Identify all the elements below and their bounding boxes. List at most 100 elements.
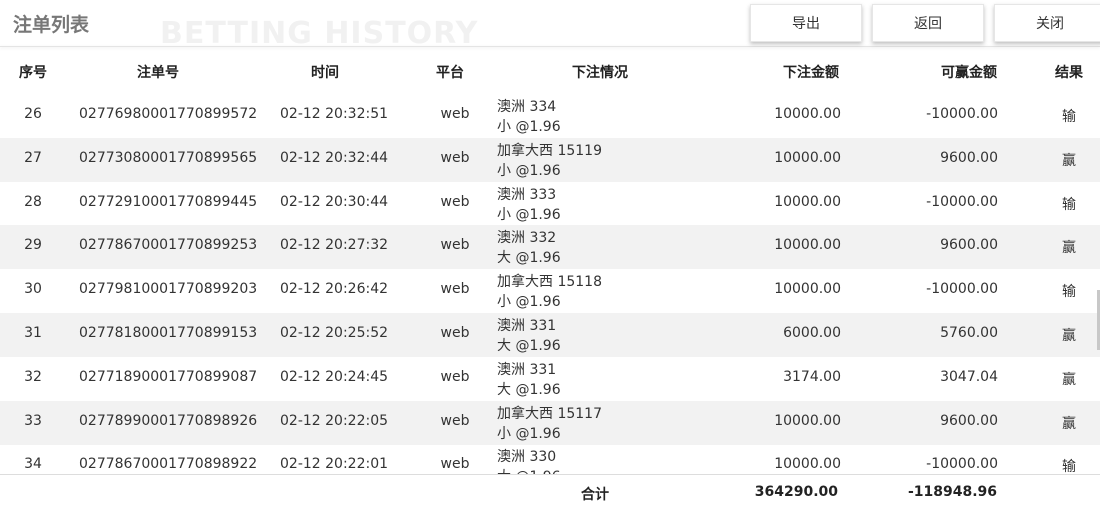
table-cell: 02778670001770898922 [79,456,258,473]
table-cell: 9600.00 [940,412,998,429]
table-cell: 10000.00 [774,456,841,473]
table-cell: 02-12 20:26:42 [280,281,389,298]
page-title: 注单列表 [13,14,90,36]
table-cell: 02-12 20:22:01 [280,456,389,473]
table-cell: 5760.00 [940,325,998,341]
table-cell: 赢 [1062,152,1076,169]
table-cell: 02779810001770899203 [79,281,258,298]
table-cell: 26 [24,106,42,122]
table-cell: 输 [1062,459,1076,474]
table-row: 30 02779810001770899203 02-12 20:26:42 web 加… [0,269,1100,313]
table-cell: web [440,456,470,473]
header-button[interactable]: 关闭 [994,4,1100,42]
table-cell: 32 [24,368,42,385]
table-cell: 赢 [1062,371,1076,388]
table-cell: -10000.00 [926,193,998,210]
table-cell: 27 [24,149,42,166]
table-cell: 02-12 20:24:45 [280,368,389,385]
table-cell: 赢 [1062,328,1076,344]
table-cell: 33 [24,412,42,429]
table-cell: 9600.00 [940,237,998,254]
column-header: 下注情况 [572,65,628,81]
header-divider [0,46,1100,47]
footer-label: 合计 [581,487,609,503]
table-row: 26 02776980001770899572 02-12 20:32:51 web 澳… [0,94,1100,138]
table-cell: 澳洲 334 [497,99,557,115]
table-cell: 02-12 20:32:44 [280,149,389,166]
table-cell: 02778670001770899253 [79,237,258,254]
table-cell: 赢 [1062,240,1076,257]
table-cell: 02778180001770899153 [79,325,258,341]
table-cell: 输 [1062,196,1076,213]
table-row: 27 02773080001770899565 02-12 20:32:44 web 加… [0,137,1100,182]
table-cell: 输 [1062,284,1076,301]
column-header: 注单号 [137,65,179,81]
table-cell: 澳洲 331 [497,361,557,378]
table-cell: 10000.00 [774,193,841,210]
column-header: 序号 [19,65,47,81]
footer-divider [0,474,1100,475]
column-header: 结果 [1055,65,1083,81]
table-cell: 10000.00 [774,237,841,254]
table-cell: 02771890001770899087 [79,368,258,385]
table-cell: 30 [24,281,42,298]
table-cell: 大 @1.96 [497,250,561,267]
table-cell: 小 @1.96 [497,425,561,442]
table-row: 32 02771890001770899087 02-12 20:24:45 web 澳… [0,357,1100,401]
table-cell: 28 [24,193,42,210]
table-cell: web [440,412,470,429]
table-cell: 澳洲 333 [497,186,557,203]
table-cell: 3174.00 [783,368,841,385]
table-row: 34 02778670001770898922 02-12 20:22:01 web 澳… [0,444,1100,474]
table-cell: 赢 [1062,415,1076,432]
table-cell: 加拿大西 15117 [497,405,602,422]
table-cell: 02-12 20:32:51 [280,106,389,122]
footer-amount: 364290.00 [754,484,838,500]
table-cell: 10000.00 [774,281,841,298]
table-cell: 澳洲 330 [497,449,557,466]
table-row: 29 02778670001770899253 02-12 20:27:32 web 澳… [0,225,1100,270]
table-cell: -10000.00 [926,456,998,473]
table-cell: web [440,368,470,385]
table-cell: 31 [24,325,42,341]
table-cell: 加拿大西 15119 [497,142,602,159]
table-cell: 02772910001770899445 [79,193,258,210]
table-cell: 34 [24,456,42,473]
table-cell: web [440,193,470,210]
table-body: 26 02776980001770899572 02-12 20:32:51 web 澳… [0,94,1100,474]
table-cell: 02773080001770899565 [79,149,258,166]
column-header: 下注金额 [783,65,839,81]
table-cell: 02-12 20:25:52 [280,325,389,341]
table-cell: 3047.04 [940,368,998,385]
table-cell: 02-12 20:27:32 [280,237,389,254]
table-cell: 小 @1.96 [497,206,561,223]
footer-win: -118948.96 [907,484,997,500]
table-cell: 02778990001770898926 [79,412,258,429]
table-cell: 10000.00 [774,149,841,166]
table-cell: 02-12 20:30:44 [280,193,389,210]
table-cell: 9600.00 [940,149,998,166]
table-cell: 大 @1.96 [497,466,561,474]
table-cell: 小 @1.96 [497,119,561,135]
table-cell: 02776980001770899572 [79,106,258,122]
table-cell: 输 [1062,109,1076,125]
header-button[interactable]: 返回 [872,4,984,42]
table-cell: 29 [24,237,42,254]
table-cell: web [440,149,470,166]
table-cell: web [440,106,470,122]
table-cell: 02-12 20:22:05 [280,412,389,429]
table-cell: web [440,237,470,254]
table-cell: 小 @1.96 [497,162,561,179]
watermark: BETTING HISTORY [160,16,479,51]
table-row: 31 02778180001770899153 02-12 20:25:52 web 澳… [0,313,1100,357]
table-cell: 小 @1.96 [497,294,561,311]
table-cell: 大 @1.96 [497,381,561,398]
table-cell: web [440,325,470,341]
table-cell: 加拿大西 15118 [497,274,602,291]
header-button[interactable]: 导出 [750,4,862,42]
scrollbar-thumb[interactable] [1097,290,1100,350]
column-header: 平台 [436,65,464,81]
table-cell: 澳洲 331 [497,318,557,334]
table-row: 28 02772910001770899445 02-12 20:30:44 web 澳… [0,182,1100,226]
table-cell: web [440,281,470,298]
